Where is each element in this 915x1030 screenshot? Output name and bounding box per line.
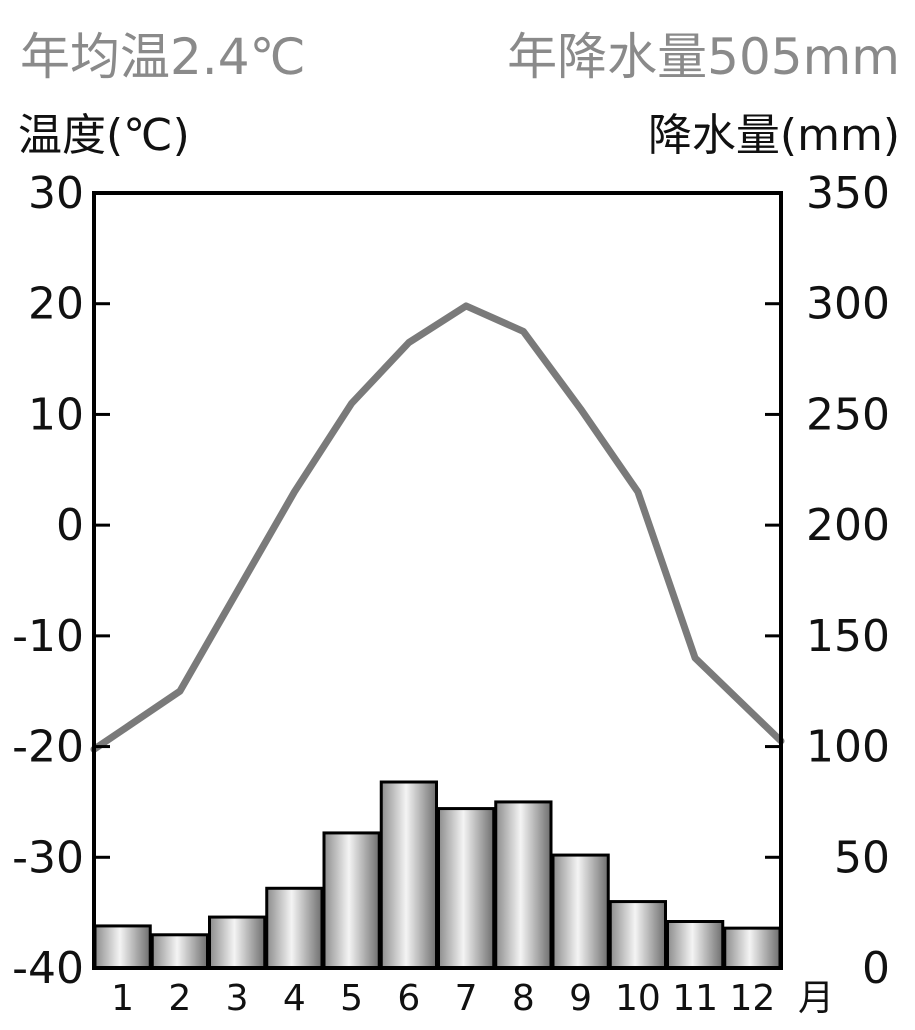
month-label: 1 bbox=[111, 978, 134, 1019]
month-label: 11 bbox=[672, 978, 718, 1019]
month-label: 10 bbox=[615, 978, 661, 1019]
month-label: 6 bbox=[397, 978, 420, 1019]
left-tick-label: 20 bbox=[28, 279, 84, 330]
right-tick-label: 150 bbox=[806, 611, 890, 662]
left-tick-label: -20 bbox=[12, 722, 84, 773]
month-label: 8 bbox=[512, 978, 535, 1019]
right-tick-label: 250 bbox=[806, 389, 890, 440]
precip-bar bbox=[93, 924, 152, 970]
month-unit-label: 月 bbox=[798, 978, 834, 1019]
precip-bar bbox=[666, 920, 725, 970]
month-label: 9 bbox=[569, 978, 592, 1019]
right-tick-label: 0 bbox=[862, 943, 890, 994]
right-tick-label: 100 bbox=[806, 722, 890, 773]
month-label: 12 bbox=[729, 978, 775, 1019]
precip-bar bbox=[494, 800, 553, 970]
month-label: 2 bbox=[168, 978, 191, 1019]
precip-bar bbox=[437, 807, 496, 970]
right-tick-label: 200 bbox=[806, 500, 890, 551]
left-axis: 30 20 10 0 -10 -20 -30 -40 bbox=[12, 168, 110, 994]
month-label: 5 bbox=[340, 978, 363, 1019]
precip-bar bbox=[723, 926, 782, 970]
precip-bar bbox=[608, 900, 667, 970]
left-tick-label: 30 bbox=[28, 168, 84, 219]
precip-bar bbox=[551, 853, 610, 970]
month-label: 7 bbox=[455, 978, 478, 1019]
plot-frame bbox=[92, 191, 783, 970]
annual-mean-temp: 年均温2.4℃ bbox=[20, 28, 306, 86]
precip-bar bbox=[150, 933, 209, 970]
month-label: 3 bbox=[226, 978, 249, 1019]
precip-bar bbox=[208, 915, 267, 970]
month-label: 4 bbox=[283, 978, 306, 1019]
left-tick-label: -10 bbox=[12, 611, 84, 662]
left-tick-label: 0 bbox=[56, 500, 84, 551]
precip-bar bbox=[379, 780, 438, 970]
precip-bar bbox=[265, 886, 324, 970]
right-tick-label: 300 bbox=[806, 279, 890, 330]
x-axis: 1 2 3 4 5 6 7 8 9 10 11 12 月 bbox=[111, 978, 834, 1019]
right-axis-title: 降水量(mm) bbox=[648, 110, 900, 161]
temperature-line bbox=[90, 302, 785, 753]
right-tick-label: 50 bbox=[834, 832, 890, 883]
right-axis: 350 300 250 200 150 100 50 0 bbox=[765, 168, 890, 994]
left-axis-title: 温度(℃) bbox=[18, 110, 190, 161]
left-tick-label: -30 bbox=[12, 832, 84, 883]
left-tick-label: -40 bbox=[12, 943, 84, 994]
right-tick-label: 350 bbox=[806, 168, 890, 219]
precip-bars bbox=[93, 780, 782, 970]
precip-bar bbox=[322, 831, 381, 970]
temp-series bbox=[90, 302, 785, 753]
left-tick-label: 10 bbox=[28, 389, 84, 440]
annual-precip: 年降水量505mm bbox=[507, 28, 900, 86]
